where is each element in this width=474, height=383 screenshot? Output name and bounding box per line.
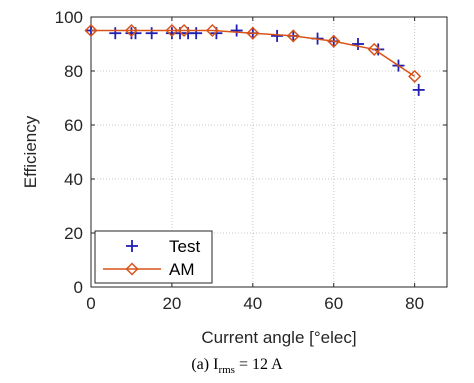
data-point-diamond	[84, 23, 98, 38]
caption-suffix: = 12 A	[234, 356, 283, 373]
data-point-diamond	[177, 23, 191, 38]
legend-entry: Test	[126, 237, 200, 256]
data-point-plus	[145, 27, 158, 40]
data-point-plus	[190, 27, 203, 40]
plot-frame	[90, 16, 448, 288]
legend-marker-diamond	[125, 262, 139, 276]
x-tick-label: 60	[324, 294, 343, 313]
y-tick-label: 100	[55, 8, 83, 27]
data-point-diamond	[205, 23, 219, 38]
ticks-layer: 0 20 40 60 80 0 20 40 60 80 100	[55, 8, 447, 313]
x-axis-label: Current angle [°elec]	[201, 328, 356, 347]
data-point-plus	[230, 24, 243, 37]
figure-caption: (a) Irms = 12 A	[0, 356, 474, 376]
series-test	[85, 24, 425, 96]
y-tick-label: 20	[64, 224, 83, 243]
y-tick-label: 60	[64, 116, 83, 135]
data-point-diamond	[327, 34, 341, 48]
x-tick-label: 80	[405, 294, 424, 313]
legend-label: AM	[169, 260, 195, 279]
legend-entry: AM	[103, 260, 195, 279]
data-point-diamond	[246, 26, 260, 40]
legend-marker-plus	[126, 240, 138, 252]
data-point-diamond	[124, 23, 139, 38]
y-tick-label: 40	[64, 170, 83, 189]
y-axis-label: Efficiency	[21, 115, 40, 188]
data-point-diamond	[165, 23, 179, 38]
data-point-diamond	[367, 42, 381, 56]
series-line	[91, 29, 416, 78]
caption-prefix: (a) I	[191, 356, 219, 373]
data-point-plus	[271, 29, 284, 42]
y-tick-label: 0	[74, 278, 83, 297]
caption-subscript: rms	[218, 364, 235, 377]
data-point-plus	[412, 83, 425, 96]
legend-box	[94, 230, 213, 284]
x-tick-label: 40	[243, 294, 262, 313]
data-point-diamond	[286, 29, 300, 43]
legend-label: Test	[169, 237, 200, 256]
data-point-plus	[109, 27, 122, 40]
legend: Test AM	[94, 230, 213, 284]
x-tick-label: 20	[162, 294, 181, 313]
series-am	[84, 23, 422, 83]
y-tick-label: 80	[64, 62, 83, 81]
x-tick-label: 0	[86, 294, 95, 313]
series-layer	[84, 23, 425, 96]
data-point-plus	[352, 38, 364, 50]
data-point-diamond	[408, 69, 422, 83]
